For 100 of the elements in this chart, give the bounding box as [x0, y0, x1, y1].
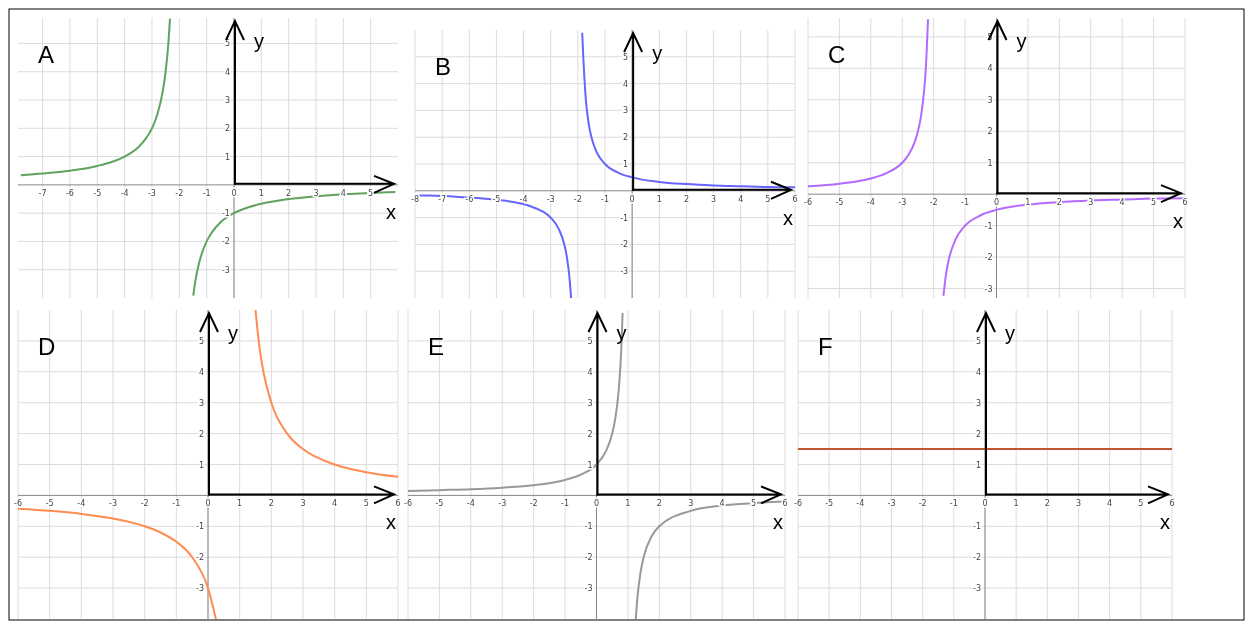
x-tick-label: 5 [1151, 198, 1157, 208]
x-tick-label: -5 [45, 499, 54, 509]
y-axis-title: y [228, 322, 238, 344]
y-tick-label: 1 [198, 460, 204, 470]
x-tick-label: 1 [656, 194, 662, 204]
y-tick-label: 3 [987, 95, 993, 105]
y-tick-label: 4 [198, 367, 204, 377]
x-tick-label: -2 [140, 499, 149, 509]
y-tick-label: -2 [196, 553, 204, 563]
x-tick-label: 0 [593, 499, 600, 509]
x-tick-label: 4 [738, 194, 744, 204]
y-tick-label: 5 [623, 52, 629, 62]
y-tick-label: -2 [620, 240, 629, 250]
y-tick-label: -3 [984, 284, 993, 294]
y-tick-label: -1 [973, 522, 981, 532]
x-axis-title: x [386, 511, 396, 534]
y-axis-title: y [1005, 322, 1015, 344]
text: A [38, 41, 55, 68]
y-tick-label: 1 [975, 460, 981, 470]
x-tick-label: 0 [982, 499, 988, 509]
x-tick-label: -4 [866, 198, 875, 208]
y-tick-label: -2 [221, 237, 230, 247]
x-tick-label: 1 [237, 499, 243, 509]
y-tick-label: -1 [620, 213, 629, 223]
x-tick-label: -1 [961, 198, 970, 208]
y-tick-label: -1 [584, 522, 593, 532]
x-tick-label: 2 [268, 499, 274, 509]
x-tick-label: -2 [918, 499, 927, 509]
x-tick-label: -6 [65, 188, 74, 198]
x-tick-label: -3 [498, 499, 507, 509]
x-tick-label: 6 [1169, 499, 1175, 509]
x-tick-label: -4 [466, 499, 475, 509]
y-tick-label: -3 [584, 584, 593, 594]
x-tick-label: 4 [719, 499, 725, 509]
x-tick-label: -4 [120, 188, 129, 198]
text: E [428, 333, 445, 360]
y-tick-label: 3 [198, 398, 204, 408]
x-tick-label: 5 [751, 499, 757, 509]
text: D [38, 333, 56, 360]
y-tick-label: 3 [224, 96, 230, 106]
x-tick-label: -2 [573, 194, 582, 204]
x-tick-label: -3 [898, 198, 907, 208]
x-tick-label: 0 [629, 194, 635, 204]
x-tick-label: 6 [1182, 198, 1188, 208]
y-tick-label: 3 [975, 398, 981, 408]
y-axis-title: y [1016, 30, 1027, 52]
x-axis-title: x [1173, 210, 1183, 233]
x-tick-label: -5 [435, 499, 444, 509]
x-tick-label: 5 [1138, 499, 1144, 509]
x-tick-label: 0 [993, 198, 1000, 208]
x-tick-label: 4 [340, 188, 346, 198]
x-tick-label: -7 [38, 188, 47, 198]
x-tick-label: 3 [711, 194, 717, 204]
x-tick-label: -2 [175, 188, 184, 198]
y-tick-label: -3 [221, 265, 230, 275]
y-tick-label: 1 [987, 158, 993, 168]
x-tick-label: -4 [77, 499, 86, 509]
x-tick-label: 6 [395, 499, 401, 509]
x-tick-label: 6 [782, 499, 788, 509]
x-tick-label: 6 [792, 194, 798, 204]
x-tick-label: 2 [1044, 499, 1050, 509]
y-tick-label: 1 [224, 152, 230, 162]
x-tick-label: -6 [804, 198, 812, 208]
x-tick-label: 3 [300, 499, 306, 509]
x-axis-title: x [1160, 511, 1170, 534]
y-tick-label: -3 [196, 584, 204, 594]
y-tick-label: 4 [623, 79, 629, 89]
x-tick-label: -1 [601, 194, 609, 204]
y-tick-label: -2 [584, 553, 593, 563]
y-tick-label: -1 [984, 221, 993, 231]
x-tick-label: 5 [368, 188, 374, 198]
x-tick-label: -5 [835, 198, 844, 208]
x-tick-label: 3 [313, 188, 319, 198]
y-tick-label: 2 [198, 429, 204, 439]
y-tick-label: -1 [196, 522, 204, 532]
x-tick-label: 0 [205, 499, 211, 509]
y-tick-label: 5 [975, 336, 981, 346]
x-tick-label: 2 [1056, 198, 1062, 208]
y-tick-label: -3 [620, 267, 629, 277]
x-tick-label: -2 [529, 499, 538, 509]
x-tick-label: 5 [765, 194, 771, 204]
x-tick-label: 0 [231, 188, 237, 198]
x-axis-title: x [386, 200, 396, 223]
y-tick-label: 4 [587, 367, 593, 377]
x-tick-label: -6 [14, 499, 22, 509]
x-tick-label: -1 [949, 499, 958, 509]
y-tick-label: 3 [587, 398, 593, 408]
x-tick-label: 1 [1013, 499, 1019, 509]
x-tick-label: -1 [561, 499, 570, 509]
x-tick-label: 3 [688, 499, 694, 509]
x-tick-label: 1 [258, 188, 264, 198]
text: F [818, 333, 833, 360]
y-tick-label: -2 [984, 253, 993, 263]
x-tick-label: -3 [147, 188, 156, 198]
x-tick-label: -5 [93, 188, 102, 198]
x-tick-label: -3 [887, 499, 896, 509]
x-tick-label: -7 [438, 194, 447, 204]
x-tick-label: 4 [332, 499, 338, 509]
y-tick-label: 3 [623, 106, 629, 116]
y-tick-label: 4 [987, 64, 993, 74]
